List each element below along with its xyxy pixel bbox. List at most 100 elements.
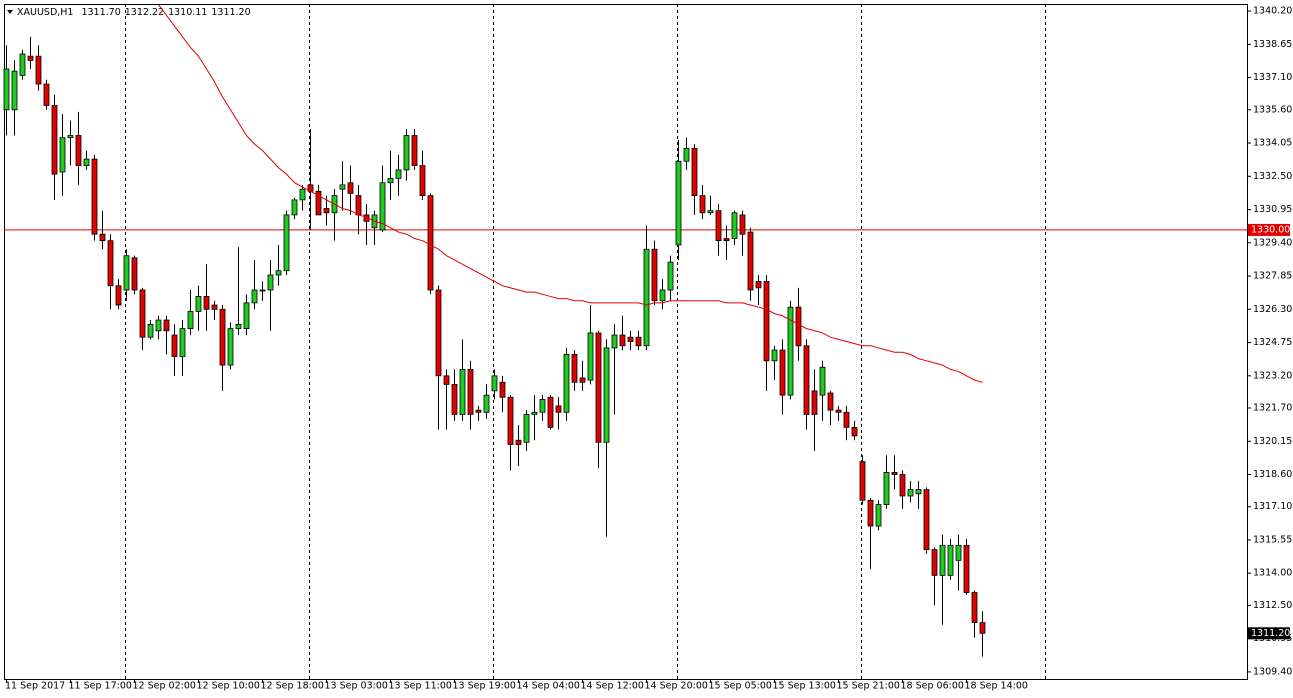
y-tick-label: 1320.15: [1253, 436, 1292, 447]
candle-body: [83, 158, 90, 166]
candle-body: [67, 135, 74, 139]
candle-body: [59, 137, 66, 173]
candle-body: [571, 353, 578, 383]
candle-body: [315, 190, 322, 216]
candle-body: [435, 289, 442, 377]
candle-body: [595, 332, 602, 443]
candle-body: [211, 304, 218, 310]
candle-body: [843, 411, 850, 428]
candle-body: [171, 334, 178, 357]
quote-value: 1310.11: [168, 7, 207, 18]
candle-body: [899, 474, 906, 497]
last-price-label: 1311.20: [1251, 628, 1290, 639]
candle-body: [963, 544, 970, 593]
candle-body: [939, 544, 946, 576]
candle-body: [347, 182, 354, 194]
candle-body: [835, 409, 842, 413]
candle-body: [155, 319, 162, 332]
candle-body: [691, 147, 698, 197]
x-tick-label: 18 Sep 06:00: [901, 681, 964, 692]
candle-body: [203, 296, 210, 310]
y-tick-label: 1314.00: [1253, 568, 1292, 579]
candle-body: [251, 289, 258, 304]
candle-body: [139, 289, 146, 338]
candle-body: [491, 375, 498, 392]
candle-body: [923, 489, 930, 551]
candle-body: [107, 240, 114, 287]
x-tick-label: 11 Sep 17:00: [69, 681, 132, 692]
candle-body: [563, 353, 570, 413]
candle-body: [643, 248, 650, 347]
menu-arrow[interactable]: [7, 10, 13, 14]
candle-body: [867, 499, 874, 527]
candle-body: [579, 377, 586, 383]
symbol: XAUUSD,H1: [17, 7, 73, 18]
candle-body: [619, 334, 626, 347]
candle-body: [99, 233, 106, 242]
candle-body: [483, 394, 490, 413]
candle-body: [723, 238, 730, 242]
candle-body: [147, 323, 154, 338]
plot-frame: [4, 4, 1248, 680]
x-tick-label: 14 Sep 04:00: [517, 681, 580, 692]
candle-body: [667, 261, 674, 291]
candle-body: [979, 622, 986, 634]
y-tick-label: 1334.05: [1253, 138, 1292, 149]
candle-body: [299, 188, 306, 201]
candle-body: [603, 347, 610, 443]
candle-body: [219, 308, 226, 366]
candle-body: [379, 182, 386, 231]
y-tick-label: 1323.20: [1253, 370, 1292, 381]
candle-body: [507, 396, 514, 445]
candle-body: [747, 231, 754, 291]
candle-body: [243, 302, 250, 330]
candle-body: [403, 135, 410, 171]
y-tick-label: 1315.55: [1253, 534, 1292, 545]
candle-body: [547, 396, 554, 428]
candle-body: [755, 281, 762, 289]
candle-body: [947, 544, 954, 576]
last-price-box: [1248, 627, 1290, 640]
candle-body: [531, 411, 538, 415]
candle-body: [627, 336, 634, 342]
x-tick-label: 14 Sep 20:00: [645, 681, 708, 692]
candle-body: [3, 68, 10, 111]
candle-body: [819, 366, 826, 396]
candle-body: [51, 105, 58, 175]
candle-body: [955, 544, 962, 561]
moving-average: [158, 4, 983, 383]
x-tick-label: 12 Sep 10:00: [197, 681, 260, 692]
quote-value: 1312.22: [125, 7, 164, 18]
candle-body: [731, 212, 738, 239]
candle-body: [187, 311, 194, 330]
candle-body: [907, 489, 914, 497]
candle-body: [475, 409, 482, 413]
candle-body: [115, 285, 122, 306]
candle-body: [763, 281, 770, 362]
y-tick-label: 1321.70: [1253, 403, 1292, 414]
candle-body: [163, 319, 170, 332]
candle-body: [339, 184, 346, 190]
day-separators: [125, 4, 1046, 679]
candle-body: [811, 390, 818, 415]
y-tick-label: 1327.85: [1253, 271, 1292, 282]
y-tick-label: 1309.40: [1253, 666, 1292, 677]
candle-body: [787, 306, 794, 396]
quote-value: 1311.70: [81, 7, 120, 18]
candle-body: [459, 368, 466, 415]
x-tick-label: 15 Sep 13:00: [773, 681, 836, 692]
candle-body: [587, 332, 594, 381]
y-tick-label: 1318.60: [1253, 469, 1292, 480]
candle-body: [43, 83, 50, 106]
candle-body: [699, 195, 706, 214]
candle-body: [739, 214, 746, 235]
candle-body: [803, 345, 810, 415]
candle-body: [771, 349, 778, 362]
y-tick-label: 1317.10: [1253, 501, 1292, 512]
y-tick-label: 1335.60: [1253, 104, 1292, 115]
candle-body: [35, 55, 42, 85]
candle-body: [11, 70, 18, 111]
candle-body: [779, 349, 786, 396]
quote-value: 1311.20: [211, 7, 250, 18]
